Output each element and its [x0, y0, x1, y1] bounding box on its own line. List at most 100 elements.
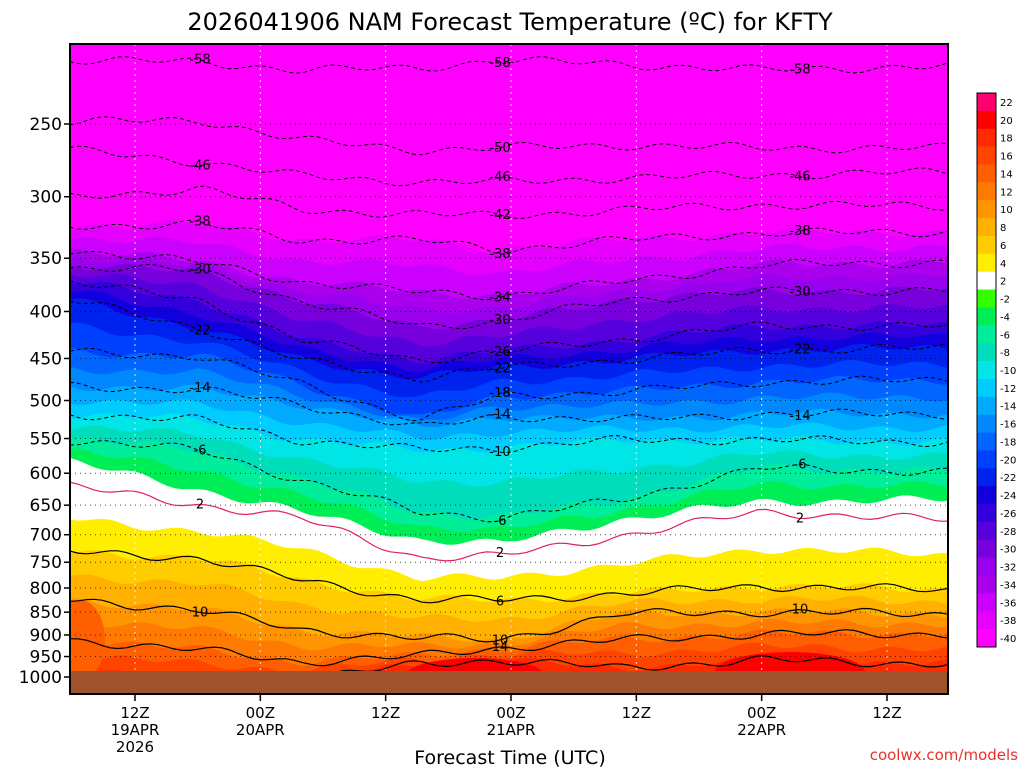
y-tick-label: 550 [30, 430, 62, 450]
colorbar-label: 2 [1000, 277, 1006, 288]
colorbar-label: -16 [1000, 420, 1016, 431]
colorbar-label: 6 [1000, 241, 1006, 252]
colorbar-swatch [977, 504, 996, 523]
y-tick-label: 250 [30, 115, 62, 135]
isotherm-line [70, 116, 948, 156]
y-tick-label: 650 [30, 496, 62, 516]
colorbar-label: -18 [1000, 437, 1016, 448]
contour-label: 2 [196, 497, 204, 512]
colorbar-label: 20 [1000, 116, 1013, 127]
y-tick-label: 300 [30, 188, 62, 208]
colorbar-label: -4 [1000, 312, 1010, 323]
colorbar-label: 10 [1000, 205, 1013, 216]
contour-label: -6 [194, 444, 207, 459]
colorbar-swatch [977, 575, 996, 594]
contour-label: -18 [489, 386, 510, 401]
colorbar-label: -14 [1000, 402, 1016, 413]
y-tick-label: 450 [30, 349, 62, 369]
contour-label: -22 [489, 362, 510, 377]
x-tick-label: 20APR [236, 721, 285, 739]
colorbar-swatch [977, 146, 996, 165]
colorbar-label: -38 [1000, 616, 1016, 627]
ground-surface [70, 671, 948, 694]
contour-label: -38 [189, 215, 210, 230]
contour-label: 14 [492, 640, 509, 655]
isotherm-line [70, 598, 948, 643]
x-tick-label: 19APR [111, 721, 160, 739]
colorbar-label: -28 [1000, 527, 1016, 538]
colorbar-swatch [977, 396, 996, 415]
isotherm-line [70, 56, 948, 74]
contour-label: -38 [489, 247, 510, 262]
colorbar-label: 12 [1000, 187, 1013, 198]
contour-label: -14 [789, 409, 810, 424]
contour-label: -6 [794, 457, 807, 472]
isotherm-line [70, 219, 948, 255]
isotherm-line [70, 381, 948, 426]
colorbar-swatch [977, 164, 996, 183]
y-tick-label: 350 [30, 249, 62, 269]
temperature-fill [70, 44, 948, 694]
colorbar-label: -24 [1000, 491, 1016, 502]
contour-label: -58 [489, 56, 510, 71]
isotherm-line [70, 550, 948, 604]
colorbar-swatch [977, 271, 996, 290]
x-axis-label: Forecast Time (UTC) [414, 747, 605, 768]
colorbar-swatch [977, 307, 996, 326]
y-tick-label: 750 [30, 553, 62, 573]
x-tick-label: 12Z [120, 704, 149, 722]
colorbar-label: -10 [1000, 366, 1016, 377]
x-tick-label: 21APR [487, 721, 536, 739]
isotherm-line [70, 185, 948, 220]
colorbar: 22 20 18 16 14 12 10 8 6 4 2 -2 -4 -6 -8 -10 -12 -14 -16 -1… [976, 92, 1016, 648]
y-tick-label: 500 [30, 392, 62, 412]
colorbar-swatch [977, 218, 996, 237]
colorbar-label: -36 [1000, 598, 1016, 609]
contour-label: -50 [489, 141, 510, 156]
x-tick-label: 12Z [622, 704, 651, 722]
colorbar-label: 22 [1000, 98, 1013, 109]
contour-label: -58 [789, 62, 810, 77]
colorbar-swatch [977, 593, 996, 612]
colorbar-label: 8 [1000, 223, 1006, 234]
contour-label: -30 [489, 313, 510, 328]
x-tick-label: 00Z [747, 704, 776, 722]
colorbar-label: 18 [1000, 134, 1013, 145]
chart-title: 2026041906 NAM Forecast Temperature (ºC)… [187, 8, 833, 36]
contour-label: 2 [496, 546, 504, 561]
x-tick-label: 00Z [496, 704, 525, 722]
contour-label: 2 [796, 511, 804, 526]
isotherm-line [70, 414, 948, 453]
y-tick-label: 700 [30, 526, 62, 546]
x-tick-label: 12Z [371, 704, 400, 722]
contour-label: -30 [789, 285, 810, 300]
isotherm-line [70, 250, 948, 301]
colorbar-swatch [977, 539, 996, 558]
isotherm-line [70, 481, 948, 562]
y-tick-label: 800 [30, 579, 62, 599]
colorbar-label: -40 [1000, 634, 1016, 645]
contour-label: 6 [496, 594, 504, 609]
y-tick-label: 400 [30, 302, 62, 322]
plot-frame [69, 43, 949, 695]
contour-label: -14 [489, 408, 510, 423]
contour-label: -42 [489, 208, 510, 223]
contour-label: 10 [192, 605, 209, 620]
grid-lines [70, 44, 948, 694]
contour-label: -38 [789, 224, 810, 239]
contour-label: -30 [189, 263, 210, 278]
contour-label: -14 [189, 381, 210, 396]
colorbar-label: -22 [1000, 473, 1016, 484]
colorbar-label: -2 [1000, 295, 1010, 306]
y-tick-label: 600 [30, 464, 62, 484]
isotherm-line [70, 280, 948, 364]
colorbar-swatch [977, 93, 996, 112]
contour-label: -6 [494, 514, 507, 529]
contour-label: 10 [792, 603, 809, 618]
contour-label: -46 [189, 159, 210, 174]
x-tick-label: 12Z [872, 704, 901, 722]
colorbar-swatch [977, 450, 996, 469]
colorbar-swatch [977, 182, 996, 201]
